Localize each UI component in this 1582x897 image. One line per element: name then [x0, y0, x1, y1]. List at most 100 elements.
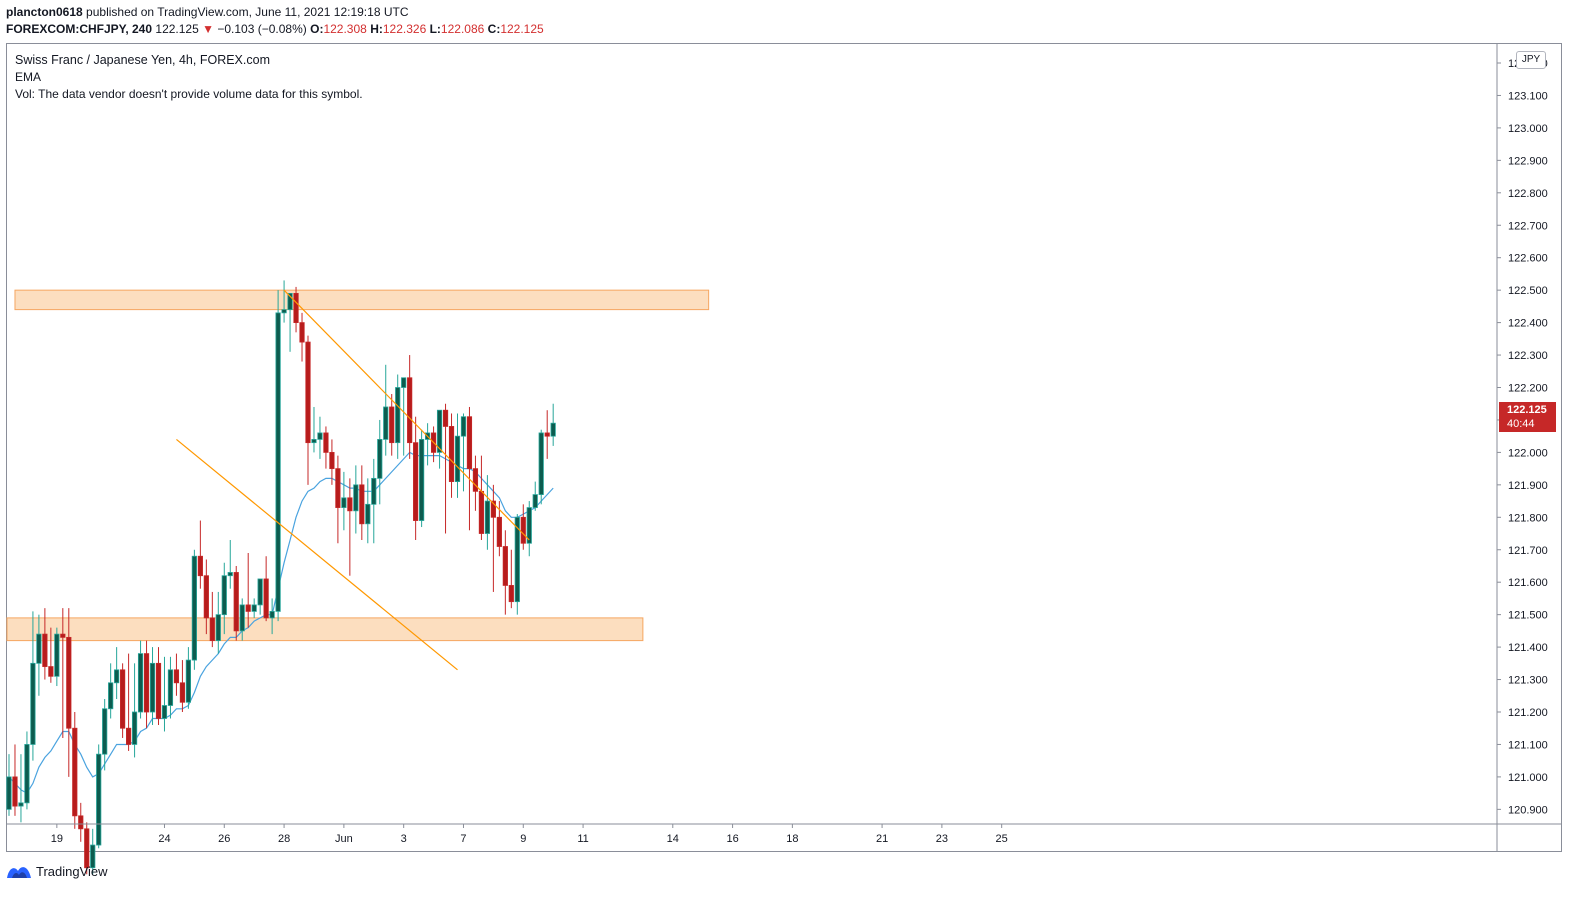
price-tick-label: 122.000 [1508, 447, 1548, 459]
candle [143, 640, 150, 729]
candle [508, 549, 514, 609]
sr-zone-2 [6, 617, 644, 642]
candle [490, 484, 496, 592]
candle-body [102, 708, 108, 755]
candle [12, 744, 18, 816]
candle [263, 556, 269, 622]
candle [419, 429, 425, 528]
close-value: 122.125 [500, 22, 544, 36]
trendline-1 [283, 289, 530, 541]
tradingview-logo[interactable]: TradingView [6, 862, 108, 880]
time-tick-label: 14 [667, 833, 679, 845]
publish-date: published on TradingView.com, June 11, 2… [86, 5, 409, 19]
candle-body [6, 776, 12, 810]
time-tick-label: 28 [278, 833, 290, 845]
candle-body [460, 416, 467, 437]
candle [413, 416, 419, 541]
candle-body [544, 432, 550, 437]
axes-layer: 123.200123.100123.000122.900122.800122.7… [7, 44, 1561, 852]
candle-body [167, 669, 174, 706]
open-value: 122.308 [323, 22, 367, 36]
candle-body [377, 439, 383, 479]
candle-body [108, 682, 114, 710]
candle [167, 656, 174, 719]
candle-body [239, 604, 245, 632]
candle-body [90, 844, 96, 869]
currency-badge[interactable]: JPY [1516, 51, 1546, 69]
candle [131, 663, 138, 758]
candle [359, 465, 365, 541]
candle [317, 416, 323, 459]
current-price-value: 122.125 [1507, 404, 1547, 416]
candle [209, 591, 215, 648]
candle [66, 608, 72, 777]
candle-body [466, 416, 473, 470]
candle-body [66, 636, 72, 729]
time-tick-label: 24 [158, 833, 170, 845]
candle-body [365, 503, 371, 525]
last-price: 122.125 [155, 22, 199, 36]
candle-body [221, 575, 227, 616]
candle [353, 465, 359, 534]
candle [179, 660, 186, 712]
candle [371, 458, 377, 544]
candle-body [179, 682, 186, 703]
candle-body [126, 727, 132, 745]
price-tick-label: 121.500 [1508, 610, 1548, 622]
brand-name: TradingView [36, 863, 108, 879]
price-tick-label: 122.700 [1508, 220, 1548, 232]
candle [215, 591, 221, 654]
publisher-name[interactable]: plancton0618 [6, 5, 83, 19]
price-tick-label: 121.600 [1508, 577, 1548, 589]
candle [395, 374, 401, 459]
candle-body [299, 322, 305, 343]
candle [245, 552, 251, 628]
ohlc-line: FOREXCOM:CHFJPY, 240 122.125 ▼ −0.103 (−… [6, 22, 544, 36]
candle-body [538, 432, 544, 495]
candle [484, 475, 491, 550]
candle [84, 822, 90, 875]
candle-body [251, 604, 257, 612]
candle-body [257, 578, 263, 606]
candle [36, 614, 42, 696]
price-tick-label: 123.000 [1508, 123, 1548, 135]
candle-body [329, 451, 335, 470]
candle [383, 364, 389, 456]
candle [436, 409, 443, 469]
open-label: O: [310, 22, 324, 36]
candle-body [18, 802, 24, 807]
time-tick-label: 11 [577, 833, 588, 845]
candle [120, 663, 126, 738]
candle-body [120, 669, 126, 729]
down-arrow-icon: ▼ [202, 22, 215, 36]
candle-body [137, 653, 144, 713]
time-tick-label: 19 [51, 833, 63, 845]
candle-body [36, 633, 42, 664]
candle [6, 754, 12, 816]
candle [526, 501, 532, 557]
candle [538, 429, 544, 505]
candle-body [419, 439, 425, 521]
bar-countdown: 40:44 [1507, 418, 1535, 430]
candle [221, 562, 227, 635]
price-tick-label: 121.000 [1508, 772, 1548, 784]
candle [108, 663, 114, 719]
candle [544, 410, 550, 459]
price-tick-label: 122.400 [1508, 318, 1548, 330]
price-tick-label: 120.900 [1508, 804, 1548, 816]
ema-legend[interactable]: EMA [15, 70, 42, 84]
candle-body [353, 484, 359, 512]
candle [466, 406, 473, 531]
candle-body [12, 776, 18, 807]
candle-body [203, 575, 209, 619]
price-tick-label: 122.800 [1508, 188, 1548, 200]
sr-zones [6, 289, 710, 642]
candle [239, 598, 245, 641]
current-price-label: 122.125 40:44 [1499, 402, 1556, 432]
candle-body [197, 555, 203, 577]
candle [102, 699, 108, 771]
time-tick-label: 18 [786, 833, 798, 845]
candle-body [436, 409, 443, 453]
low-value: 122.086 [440, 22, 485, 36]
